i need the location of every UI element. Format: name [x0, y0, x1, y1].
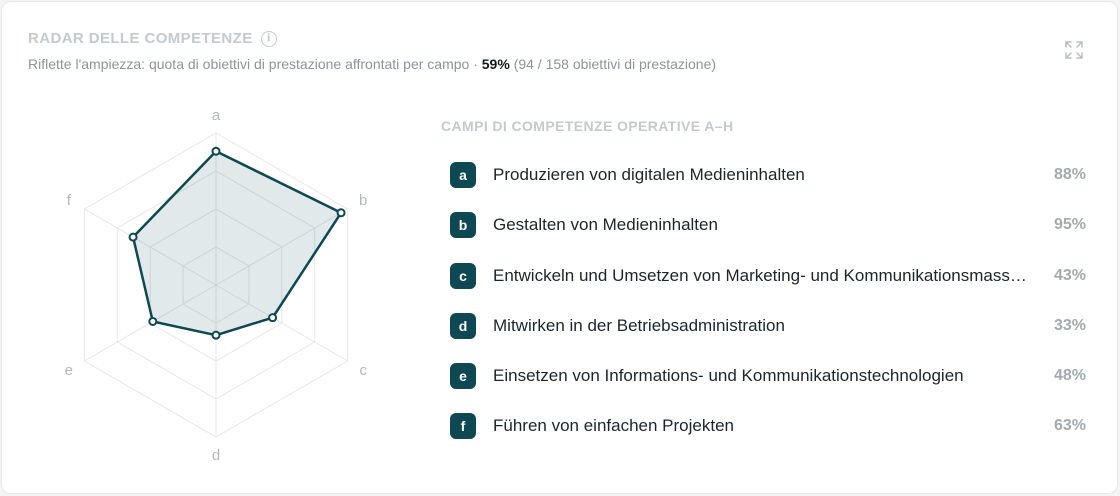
- field-name: Führen von einfachen Projekten: [493, 416, 734, 436]
- field-percent: 88%: [1053, 166, 1086, 183]
- field-percent: 43%: [1053, 266, 1086, 284]
- radar-data-point: [148, 316, 158, 326]
- list-item[interactable]: c Entwickeln und Umsetzen von Marketing- …: [450, 262, 1086, 313]
- field-key-badge: f: [450, 413, 476, 440]
- card-subtitle: Riflette l'ampiezza: quota di obiettivi …: [28, 56, 716, 72]
- card-header: RADAR DELLE COMPETENZE i: [28, 30, 277, 47]
- field-key-badge: a: [450, 162, 476, 188]
- field-name: Mitwirken in der Betriebsadministration: [493, 315, 785, 335]
- card-title: RADAR DELLE COMPETENZE: [28, 30, 253, 47]
- list-item[interactable]: a Produzieren von digitalen Medieninhalte…: [450, 162, 1086, 212]
- radar-axis-label: e: [65, 362, 73, 379]
- radar-spoke: [215, 208, 348, 286]
- radar-axis-label: d: [212, 447, 220, 464]
- field-key-badge: c: [450, 262, 476, 289]
- radar-data-point: [268, 313, 278, 323]
- subtitle-prefix: Riflette l'ampiezza: quota di obiettivi …: [28, 56, 478, 72]
- radar-chart: a b c d e f: [42, 87, 402, 482]
- expand-icon[interactable]: [1064, 40, 1084, 60]
- field-name: Produzieren von digitalen Medieninhalten: [493, 165, 805, 184]
- field-name: Entwickeln und Umsetzen von Marketing- u…: [493, 265, 1033, 285]
- coverage-percent: 59%: [481, 56, 510, 72]
- field-percent: 95%: [1053, 216, 1086, 234]
- radar-data-point: [211, 330, 221, 340]
- radar-data-point: [211, 146, 221, 156]
- field-name: Einsetzen von Informations- und Kommunik…: [493, 366, 964, 386]
- radar-axis-label: b: [359, 192, 367, 209]
- field-key-badge: b: [450, 212, 476, 239]
- list-item[interactable]: d Mitwirken in der Betriebsadministration…: [450, 312, 1086, 363]
- radar-data-point: [128, 232, 138, 242]
- list-item[interactable]: f Führen von einfachen Projekten 63%: [450, 413, 1086, 463]
- field-key-badge: d: [450, 312, 476, 339]
- field-percent: 48%: [1053, 367, 1086, 385]
- list-item[interactable]: b Gestalten von Medieninhalten 95%: [450, 212, 1086, 262]
- info-icon[interactable]: i: [260, 30, 277, 47]
- radar-chart-svg: a b c d e f: [65, 107, 368, 464]
- list-item[interactable]: e Einsetzen von Informations- und Kommuni…: [450, 363, 1086, 413]
- radar-data-point: [336, 208, 346, 218]
- subtitle-count: (94 / 158 obiettivi di prestazione): [513, 56, 717, 72]
- field-percent: 33%: [1053, 316, 1086, 334]
- field-name: Gestalten von Medieninhalten: [493, 215, 718, 235]
- radar-spoke: [215, 284, 348, 362]
- list-title: CAMPI DI COMPETENZE OPERATIVE A–H: [441, 118, 734, 134]
- radar-series-area: [131, 149, 343, 337]
- radar-axis-label: a: [212, 107, 221, 124]
- radar-axis-label: c: [359, 362, 367, 379]
- radar-spoke: [84, 208, 217, 286]
- radar-axis-label: f: [67, 192, 72, 209]
- competence-list: a Produzieren von digitalen Medieninhalte…: [450, 162, 1086, 464]
- field-percent: 63%: [1053, 417, 1086, 435]
- field-key-badge: e: [450, 363, 476, 390]
